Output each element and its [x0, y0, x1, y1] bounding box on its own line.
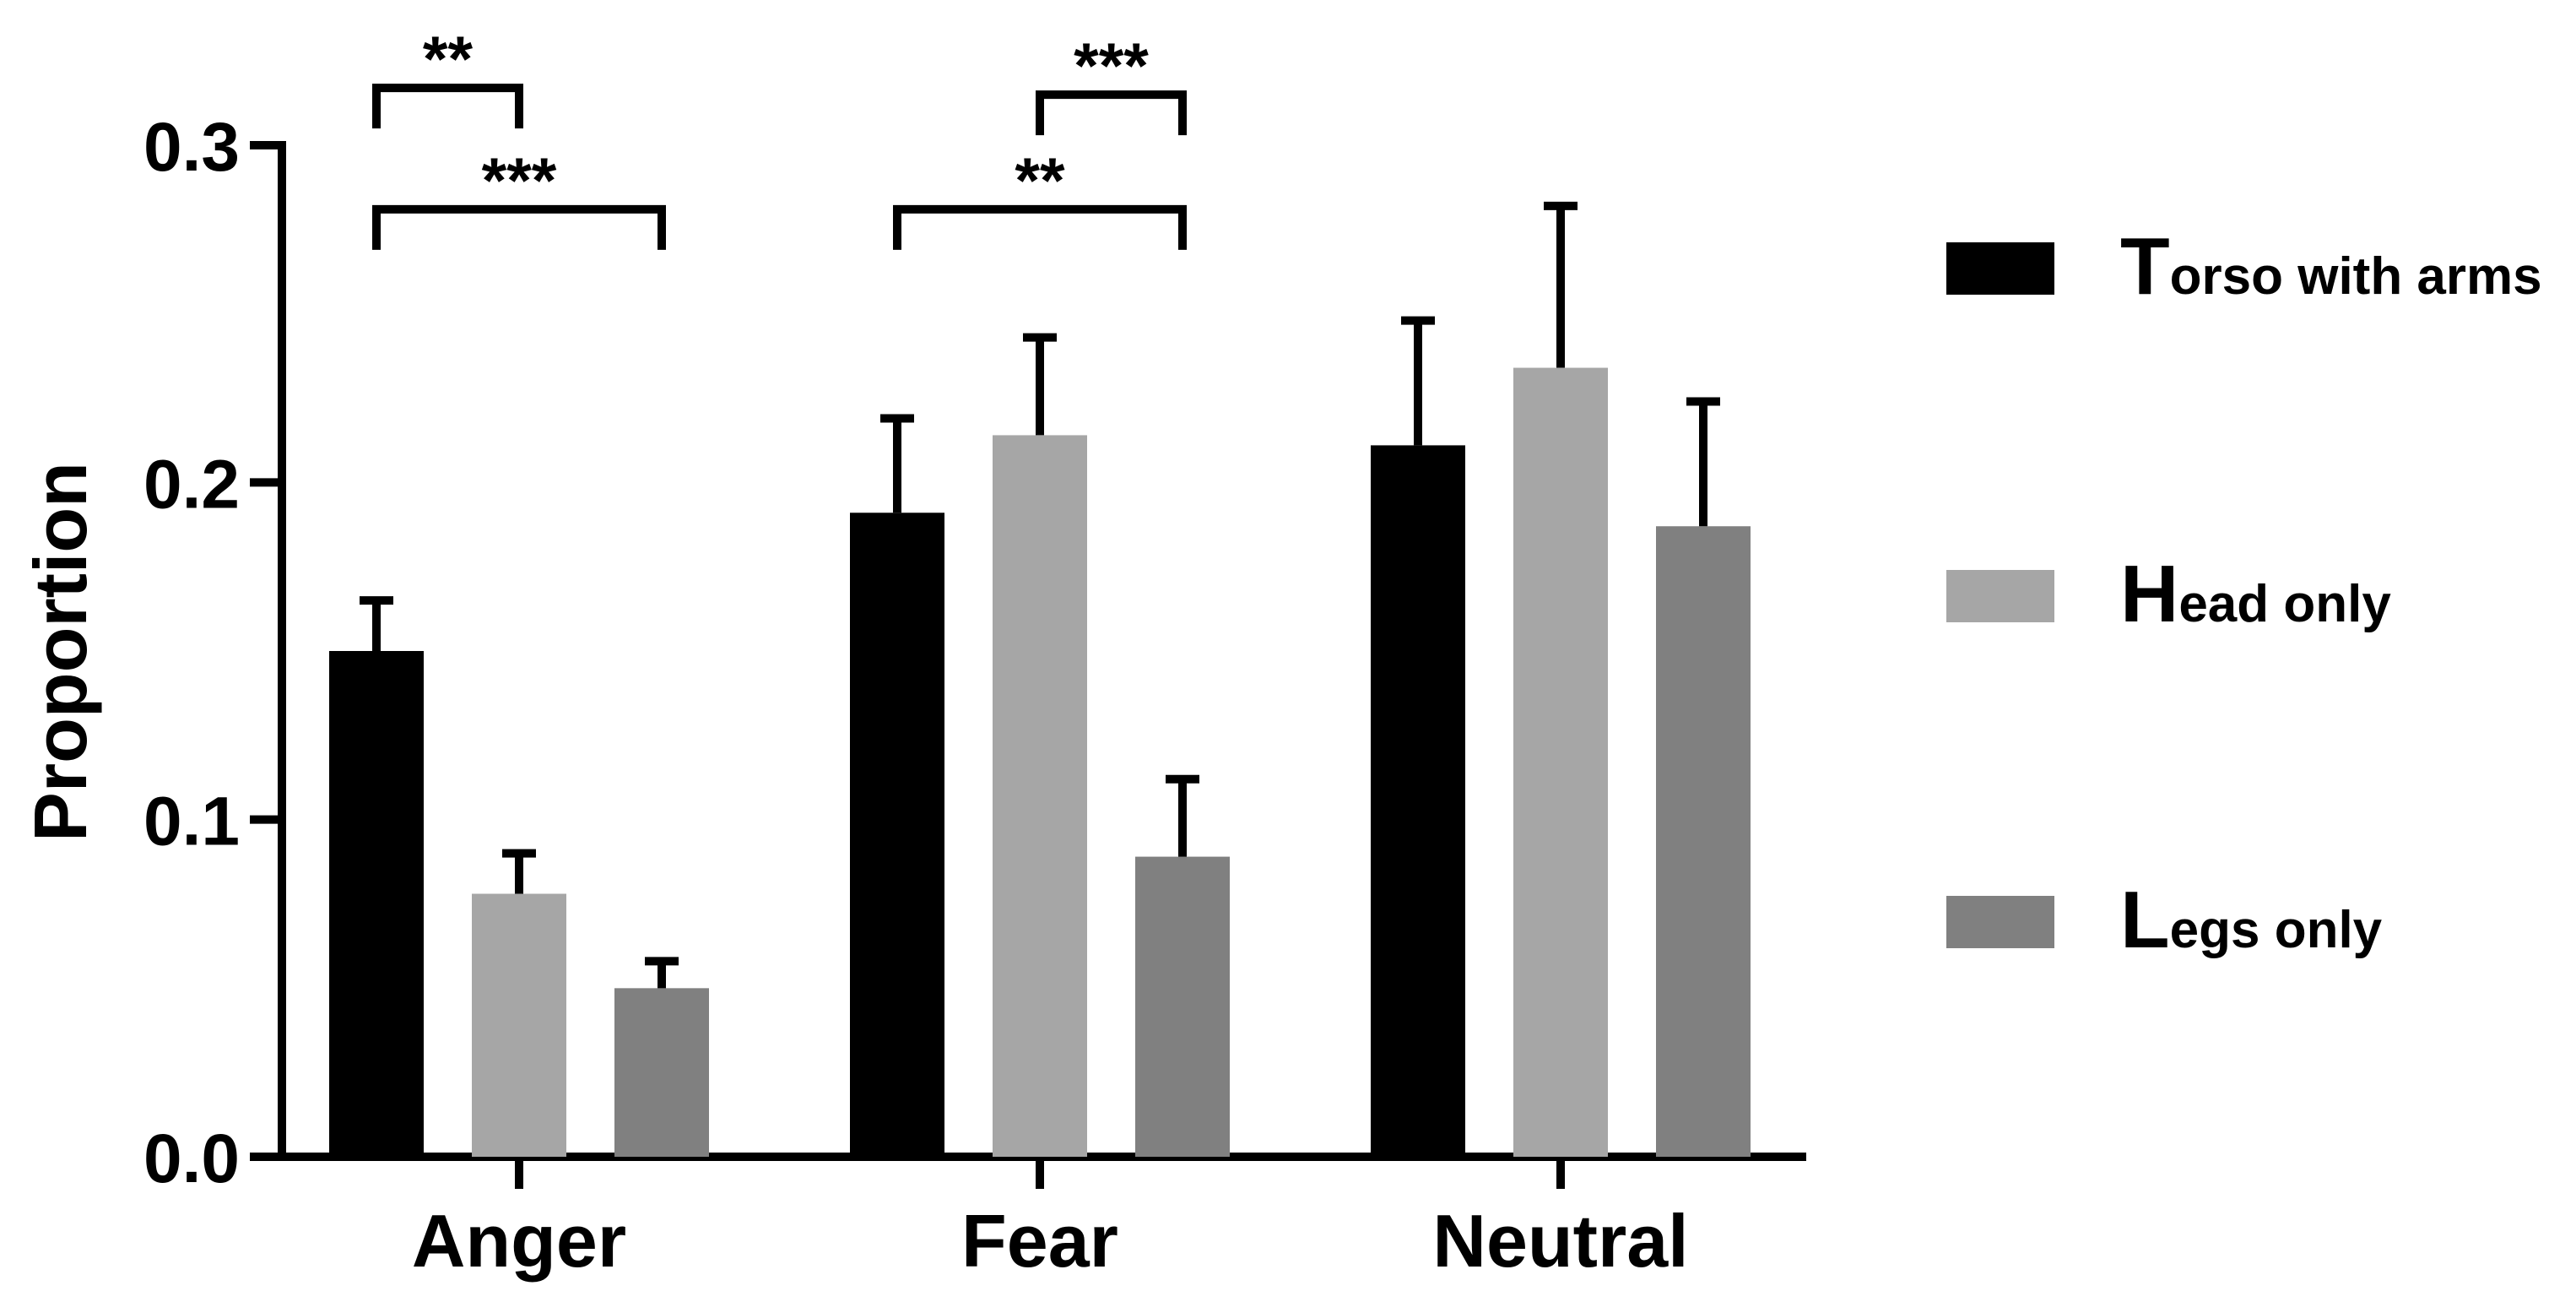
- bar: [1371, 445, 1465, 1157]
- legend-label-initial: L: [2120, 875, 2170, 965]
- legend-label: Head only: [2120, 549, 2391, 639]
- bars: [329, 367, 1751, 1157]
- legend-swatch: [1946, 242, 2054, 295]
- legend-label-rest: ead only: [2178, 575, 2391, 633]
- significance-label: **: [423, 24, 474, 95]
- legend-label-initial: H: [2120, 549, 2178, 639]
- bar: [1135, 856, 1230, 1157]
- legend-swatch: [1946, 570, 2054, 622]
- legend-label-rest: orso with arms: [2170, 247, 2542, 306]
- significance-bracket: [372, 84, 523, 129]
- y-axis-title: Proportion: [19, 462, 102, 842]
- bar: [850, 513, 944, 1157]
- x-tick-label: Fear: [961, 1199, 1118, 1283]
- bar: [614, 988, 709, 1157]
- legend-label-initial: T: [2120, 221, 2170, 312]
- legend-label: Torso with arms: [2120, 221, 2542, 312]
- legend: Torso with arms Head only Legs only: [1946, 221, 2542, 965]
- x-tick-label: Anger: [412, 1199, 626, 1283]
- significance-brackets: **********: [372, 24, 1187, 250]
- axes: 0.0 0.1 0.2 0.3 Anger Fear Neutral: [143, 109, 1806, 1283]
- significance-label: ***: [482, 145, 557, 217]
- bar: [472, 893, 566, 1157]
- bar: [1656, 526, 1751, 1157]
- bar: [993, 435, 1087, 1157]
- bar: [329, 651, 424, 1157]
- significance-label: ***: [1074, 30, 1149, 102]
- bar: [1513, 367, 1608, 1157]
- x-tick-label: Neutral: [1432, 1199, 1688, 1283]
- legend-swatch: [1946, 896, 2054, 948]
- y-tick-label: 0.2: [143, 446, 240, 523]
- significance-bracket: [372, 204, 666, 250]
- error-bars: [360, 201, 1720, 989]
- y-tick-label: 0.3: [143, 109, 240, 186]
- significance-bracket: [1036, 90, 1187, 136]
- significance-bracket: [893, 204, 1187, 250]
- y-tick-label: 0.1: [143, 784, 240, 860]
- legend-label: Legs only: [2120, 875, 2383, 965]
- y-tick-label: 0.0: [143, 1120, 240, 1197]
- significance-label: **: [1015, 145, 1065, 217]
- legend-label-rest: egs only: [2170, 901, 2383, 959]
